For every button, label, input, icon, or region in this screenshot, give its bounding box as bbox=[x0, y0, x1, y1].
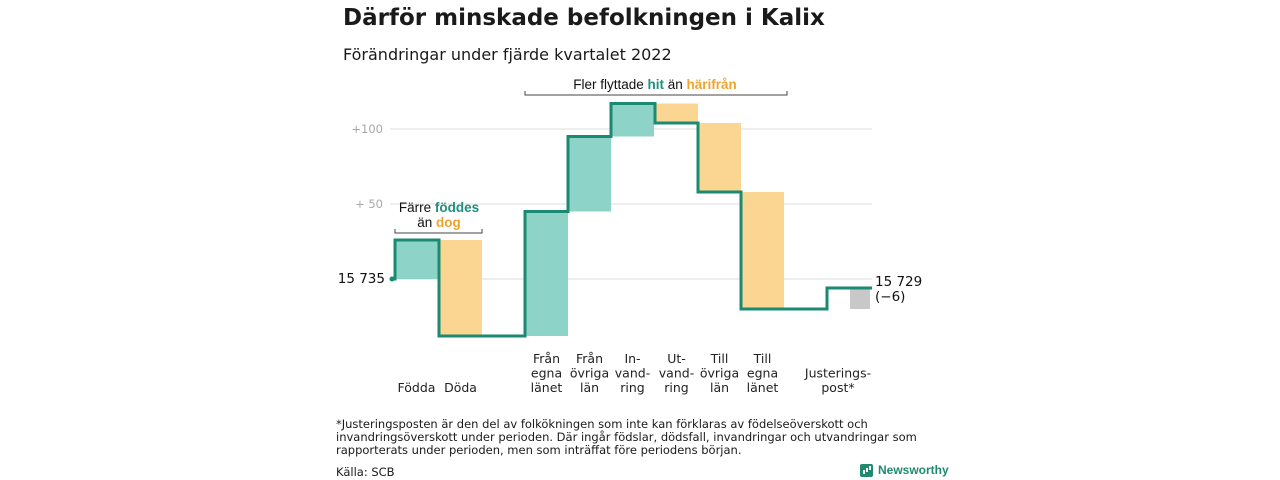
brand-name: Newsworthy bbox=[878, 463, 949, 477]
y-tick-label-0: +100 bbox=[351, 122, 383, 136]
bar-6 bbox=[698, 123, 741, 192]
start-value-label: 15 735 bbox=[338, 271, 385, 287]
annotation-0-line-1: än dog bbox=[417, 215, 461, 230]
y-tick-label-1: + 50 bbox=[355, 197, 383, 211]
category-label-4: In-vand-ring bbox=[615, 351, 650, 395]
chart-subtitle: Förändringar under fjärde kvartalet 2022 bbox=[343, 45, 672, 64]
bar-0 bbox=[395, 240, 438, 279]
chart-title: Därför minskade befolkningen i Kalix bbox=[343, 5, 825, 31]
annotation-0-line-0: Färre föddes bbox=[399, 200, 479, 215]
bar-7 bbox=[741, 192, 784, 309]
annotation-bracket-1 bbox=[524, 91, 788, 96]
end-value-label: 15 729 bbox=[875, 274, 922, 290]
category-label-6: Till övriga län bbox=[700, 351, 739, 395]
bar-3 bbox=[568, 136, 611, 212]
category-label-3: Från övriga län bbox=[570, 351, 609, 395]
category-label-0: Födda bbox=[398, 380, 436, 395]
newsworthy-logo[interactable]: Newsworthy bbox=[860, 463, 949, 477]
bar-chart-icon bbox=[860, 463, 873, 477]
annotation-bracket-0 bbox=[394, 229, 483, 234]
category-label-5: Ut-vand-ring bbox=[659, 351, 694, 395]
population-line bbox=[392, 102, 872, 338]
category-label-8: Justerings-post* bbox=[804, 366, 871, 396]
end-change-label: (−6) bbox=[875, 289, 905, 305]
start-dot bbox=[389, 276, 395, 282]
category-label-7: Till egna länet bbox=[747, 351, 779, 395]
source-note: Källa: SCB bbox=[336, 465, 395, 479]
annotation-1-line-0: Fler flyttade hit än härifrån bbox=[573, 77, 737, 92]
category-label-1: Döda bbox=[444, 380, 477, 395]
bar-5 bbox=[655, 103, 698, 123]
footnote: *Justeringsposten är den del av folkökni… bbox=[336, 417, 917, 457]
category-label-2: Från egna länet bbox=[531, 351, 563, 395]
bar-2 bbox=[525, 211, 568, 336]
bar-4 bbox=[611, 103, 654, 137]
bar-8 bbox=[850, 288, 870, 309]
bar-1 bbox=[439, 240, 482, 336]
